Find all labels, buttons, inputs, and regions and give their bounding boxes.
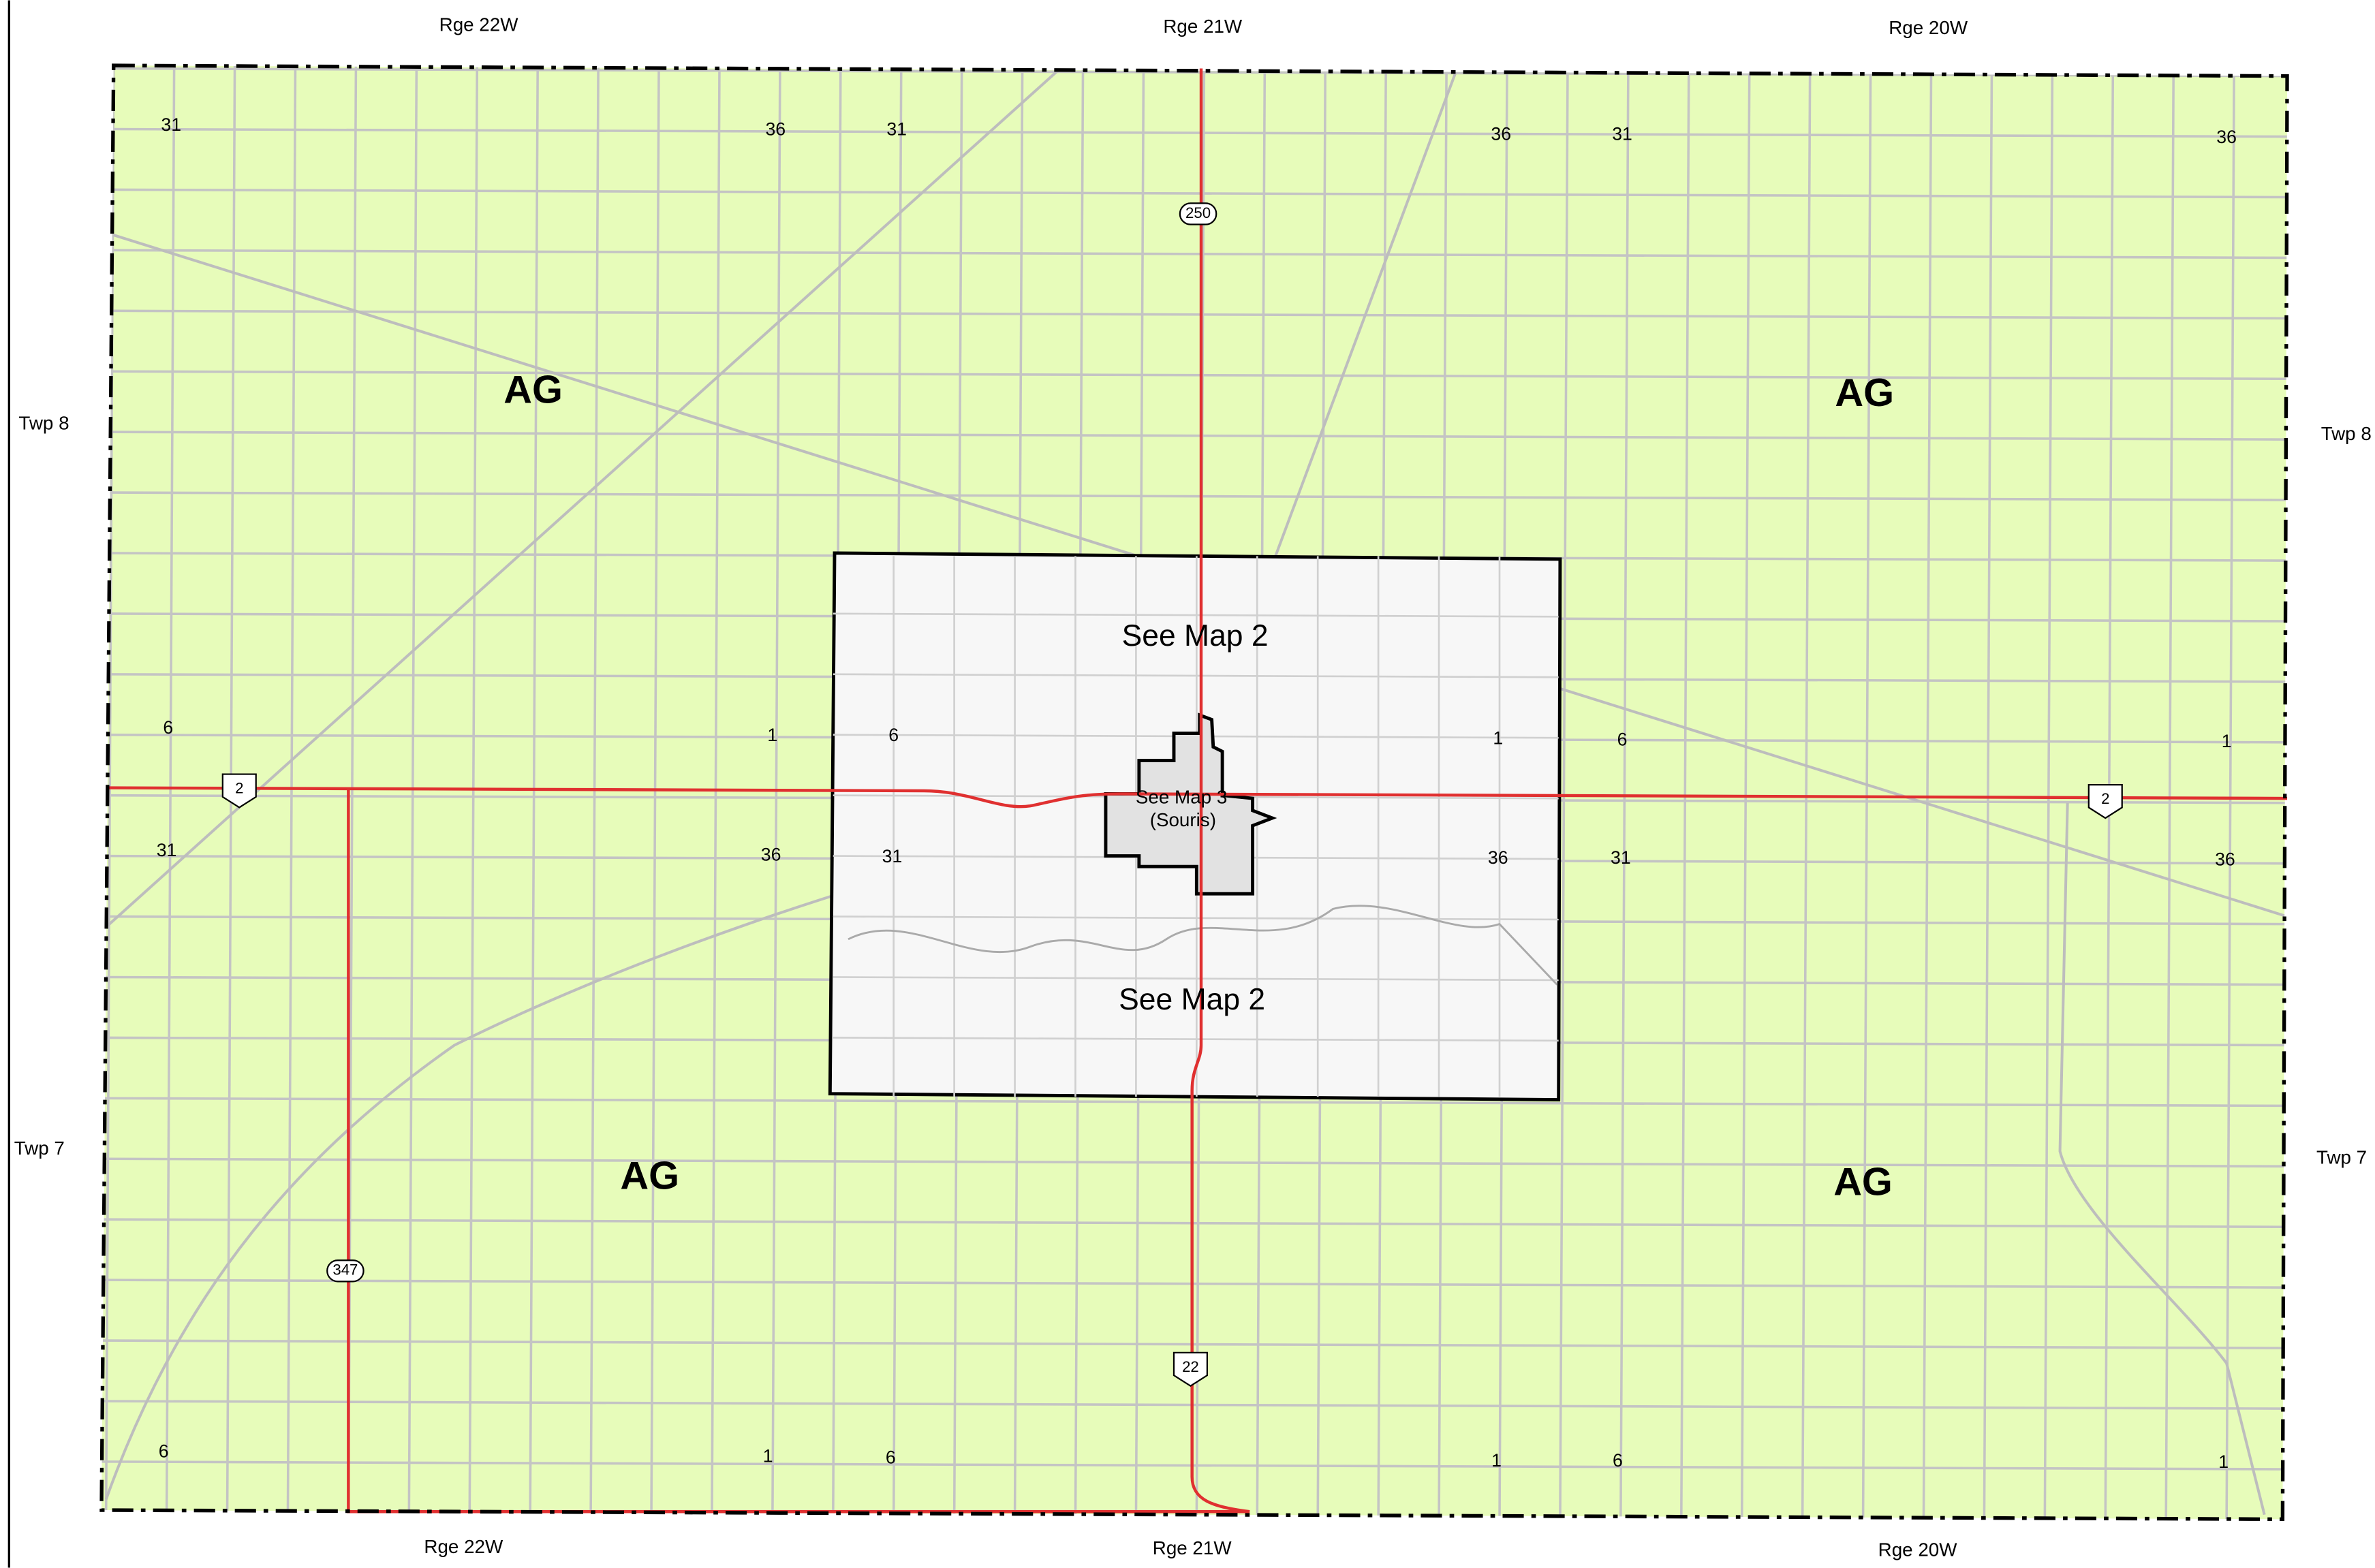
section-number: 31 [1611,847,1631,868]
highway-number: 347 [332,1261,358,1279]
map-reference: See Map 2 [1119,983,1265,1016]
highway-number: 2 [2101,790,2109,807]
section-number: 31 [161,114,181,135]
highway-number: 2 [235,780,243,797]
town-name: (Souris) [1150,809,1216,830]
highway-number: 22 [1182,1358,1199,1375]
section-number: 6 [888,725,899,745]
section-number: 6 [1617,730,1628,750]
township-label: Twp 7 [14,1138,65,1159]
zone-label: AG [503,369,563,412]
section-number: 1 [1491,1450,1502,1471]
section-number: 1 [763,1445,773,1466]
section-number: 31 [157,840,177,860]
range-label: Rge 22W [439,14,519,35]
range-label: Rge 20W [1889,17,1968,38]
section-number: 31 [882,846,903,866]
township-label: Twp 8 [18,412,69,433]
range-label: Rge 20W [1878,1539,1958,1560]
range-label: Rge 21W [1153,1537,1232,1558]
section-number: 36 [2216,127,2237,147]
township-label: Twp 8 [2321,423,2372,444]
page: Rge 22W Rge 21W Rge 20W Rge 22W Rge 21W Rge 2… [0,0,2375,1568]
map: Rge 22W Rge 21W Rge 20W Rge 22W Rge 21W Rge 2… [0,0,2375,1568]
town-reference: See Map 3 [1136,786,1227,807]
map-reference: See Map 2 [1122,619,1269,653]
zone-label: AG [620,1154,679,1197]
section-number: 31 [1612,123,1632,144]
section-number: 31 [886,119,907,140]
township-label: Twp 7 [2316,1147,2367,1168]
section-number: 6 [886,1447,896,1467]
section-number: 1 [1493,727,1503,748]
section-number: 1 [2218,1452,2229,1472]
section-number: 1 [2222,731,2232,751]
section-number: 6 [163,717,173,738]
section-number: 36 [761,845,781,865]
zone-label: AG [1833,1160,1893,1204]
section-number: 6 [159,1441,169,1462]
section-number: 1 [767,725,777,745]
section-number: 6 [1613,1450,1623,1471]
section-number: 36 [1491,123,1511,144]
highway-number: 250 [1185,204,1211,221]
range-label: Rge 22W [424,1536,503,1557]
section-number: 36 [1488,847,1508,868]
section-number: 36 [2215,849,2235,869]
section-number: 36 [765,119,786,140]
zone-label: AG [1835,371,1894,415]
range-label: Rge 21W [1163,16,1243,37]
